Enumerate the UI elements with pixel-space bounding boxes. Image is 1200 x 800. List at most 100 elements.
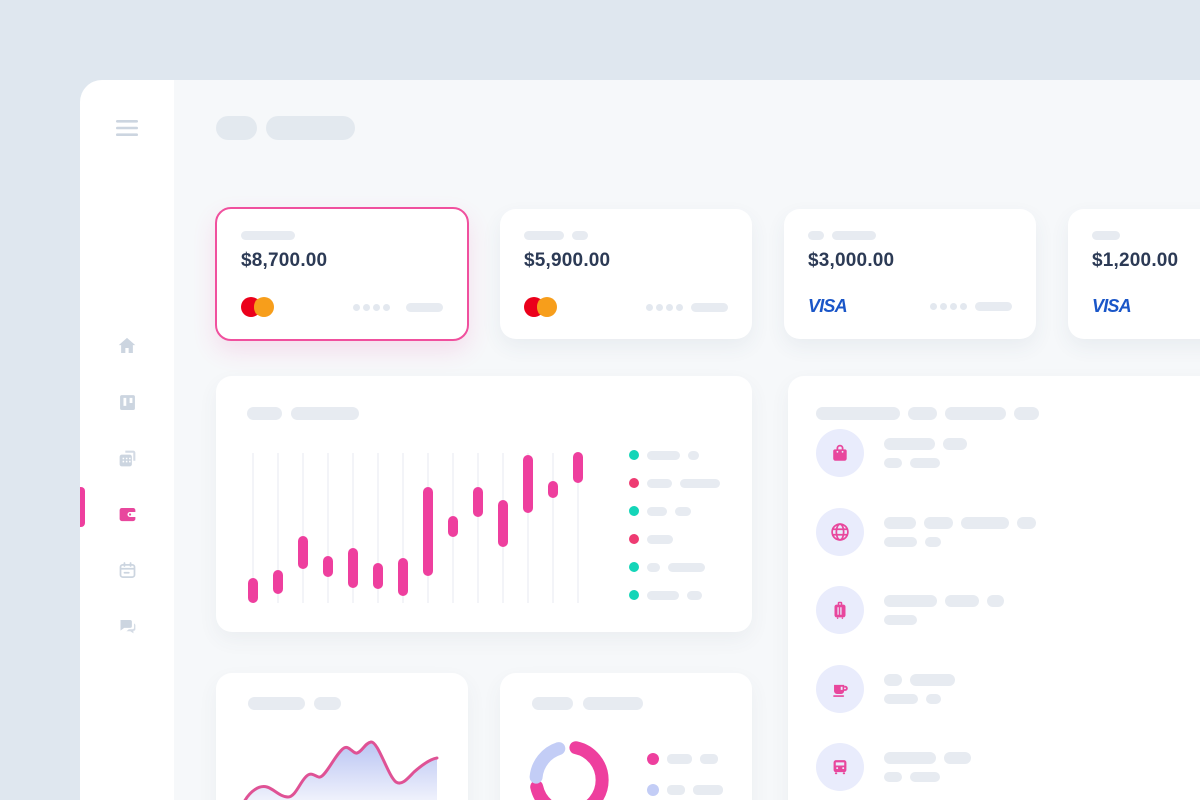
skeleton-pill [583, 697, 643, 710]
skeleton-pill [944, 752, 971, 764]
skeleton-pill [1014, 407, 1039, 420]
legend-row [647, 753, 723, 765]
card-balance: $1,200.00 [1092, 250, 1179, 271]
skeleton-pill [680, 478, 720, 488]
balance-card[interactable]: $3,000.00 VISA [784, 209, 1036, 339]
skeleton-pill [884, 673, 902, 686]
range-chart-card [216, 376, 752, 632]
transaction-row-shopping[interactable] [816, 429, 967, 477]
skeleton-pill [241, 231, 295, 240]
card-number-dot [930, 303, 937, 310]
transaction-row-transport[interactable] [816, 743, 971, 791]
card-label-skeleton [524, 231, 728, 240]
range-bar [573, 452, 583, 483]
skeleton-pill [693, 785, 723, 795]
transaction-row-online[interactable] [816, 507, 1036, 556]
taxi-icon [829, 756, 851, 778]
transaction-text-skeleton [884, 673, 955, 704]
card-number-dot [373, 303, 380, 311]
area-chart [243, 740, 439, 800]
transaction-row-travel[interactable] [816, 586, 1004, 634]
mastercard-logo-icon [524, 297, 557, 317]
transaction-row-cafe[interactable] [816, 664, 955, 713]
transaction-text-skeleton [884, 438, 967, 468]
skeleton-pill [910, 673, 955, 686]
card-number-dot [950, 303, 957, 310]
sidebar-item-home[interactable] [80, 329, 174, 363]
skeleton-pill [647, 590, 679, 600]
home-icon [116, 335, 138, 357]
skeleton-pill [532, 697, 573, 710]
range-bar [523, 455, 533, 513]
range-bar [248, 578, 258, 603]
page-header-skeleton [216, 116, 355, 140]
range-bar [273, 570, 283, 594]
bag-icon [829, 442, 851, 464]
donut-segment [569, 741, 609, 800]
skeleton-pill [925, 536, 941, 547]
skeleton-pill [691, 302, 728, 312]
skeleton-pill [884, 752, 936, 764]
skeleton-pill [832, 231, 876, 240]
skeleton-pill [700, 754, 718, 764]
donut-legend [647, 753, 723, 796]
skeleton-pill [1092, 231, 1120, 240]
sidebar [80, 80, 174, 800]
skeleton-pill [884, 772, 902, 782]
balance-card[interactable]: $5,900.00 [500, 209, 752, 339]
masked-card-number [646, 302, 728, 312]
globe-icon [829, 521, 851, 543]
balance-card-selected[interactable]: $8,700.00 [215, 207, 469, 341]
range-bar [298, 536, 308, 569]
skeleton-pill [945, 407, 1006, 420]
card-balance: $8,700.00 [241, 250, 328, 271]
skeleton-pill [987, 595, 1004, 607]
chart-title-skeleton [247, 407, 359, 420]
visa-logo-icon: VISA [808, 296, 848, 316]
skeleton-pill [647, 506, 667, 516]
skeleton-pill [884, 516, 916, 529]
skeleton-pill [884, 458, 902, 468]
area-chart-card [216, 673, 468, 800]
donut-segment [530, 780, 552, 800]
sidebar-item-messages[interactable] [80, 609, 174, 643]
skeleton-pill [910, 772, 940, 782]
legend-dot-icon [629, 506, 639, 516]
range-bar [423, 487, 433, 576]
legend-row [629, 561, 720, 573]
hamburger-menu-button[interactable] [115, 119, 139, 137]
coffee-avatar [816, 664, 864, 713]
card-number-dot [656, 303, 663, 311]
card-balance: $5,900.00 [524, 250, 611, 271]
card-title-skeleton [532, 697, 643, 710]
legend-row [629, 449, 720, 461]
card-label-skeleton [241, 231, 443, 240]
range-bar [548, 481, 558, 498]
skeleton-pill [924, 516, 953, 529]
legend-dot-icon [629, 590, 639, 600]
skeleton-pill [975, 302, 1012, 311]
coffee-icon [829, 678, 851, 700]
balance-card[interactable]: $1,200.00 VISA [1068, 209, 1200, 339]
card-label-skeleton [808, 231, 1012, 240]
sidebar-item-reports[interactable] [80, 441, 174, 475]
skeleton-pill [884, 615, 917, 625]
transaction-text-skeleton [884, 752, 971, 782]
taxi-avatar [816, 743, 864, 791]
legend-dot-icon [629, 478, 639, 488]
calendar-icon [117, 560, 138, 581]
sidebar-item-calendar[interactable] [80, 553, 174, 587]
sidebar-item-wallet[interactable] [80, 497, 174, 531]
range-bar [373, 563, 383, 589]
range-bar [498, 500, 508, 547]
skeleton-pill [406, 302, 443, 312]
skeleton-pill [572, 231, 588, 240]
sidebar-item-boards[interactable] [80, 385, 174, 419]
skeleton-pill [816, 407, 900, 420]
kanban-icon [117, 392, 138, 413]
card-number-dot [363, 303, 370, 311]
card-title-skeleton [248, 697, 341, 710]
masked-card-number [930, 302, 1012, 311]
chat-icon [117, 616, 138, 637]
